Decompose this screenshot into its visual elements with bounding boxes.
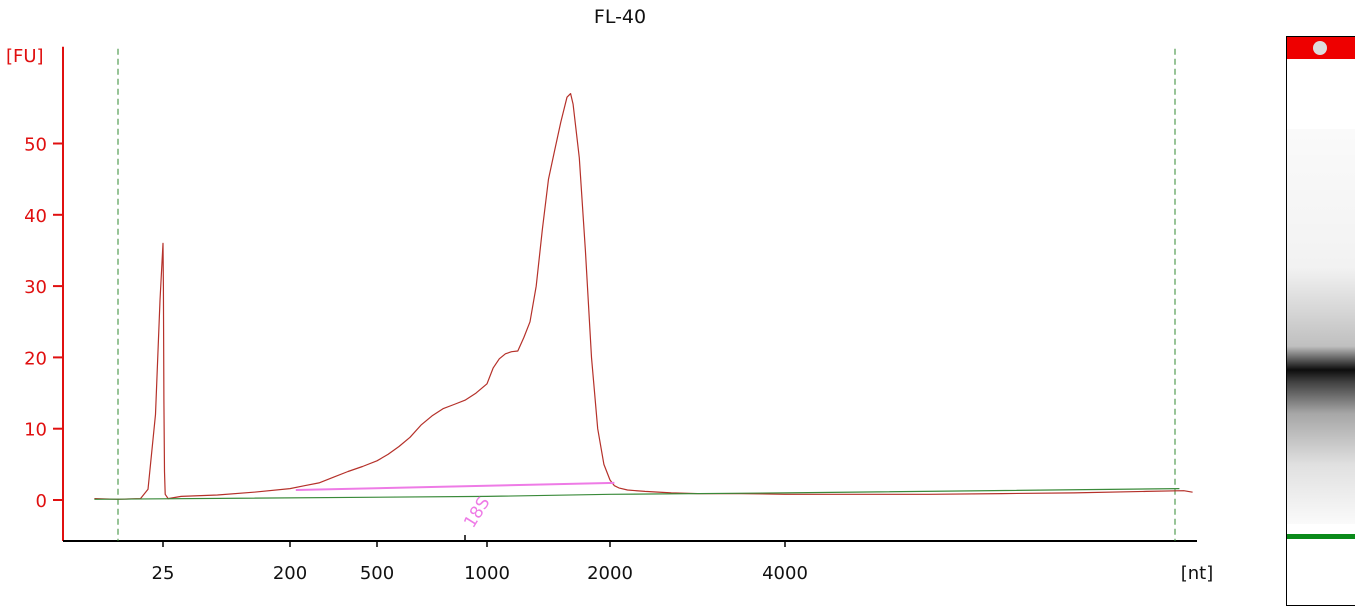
gel-lane bbox=[1286, 36, 1355, 606]
x-tick-label: 200 bbox=[273, 563, 307, 584]
series-electropherogram bbox=[94, 92, 1193, 500]
y-tick-label: 10 bbox=[24, 420, 47, 441]
chart-title: FL-40 bbox=[593, 6, 647, 28]
x-tick-label: 4000 bbox=[762, 563, 808, 584]
y-tick-label: 30 bbox=[24, 277, 47, 298]
annotation-label: 18S bbox=[460, 494, 494, 532]
gel-lower-marker-line bbox=[1287, 534, 1355, 539]
x-tick-label: 500 bbox=[360, 563, 394, 584]
x-tick-label: 25 bbox=[152, 563, 175, 584]
series-peak-region bbox=[295, 481, 615, 491]
y-tick-label: 40 bbox=[24, 206, 47, 227]
y-tick-label: 20 bbox=[24, 348, 47, 369]
y-axis-label: [FU] bbox=[6, 46, 44, 67]
gel-top-marker bbox=[1287, 37, 1355, 59]
x-axis-label: [nt] bbox=[1181, 563, 1214, 584]
y-tick-label: 0 bbox=[36, 491, 47, 512]
series-baseline bbox=[94, 488, 1180, 500]
data-lines: 18S bbox=[94, 48, 1193, 541]
y-tick-label: 50 bbox=[24, 135, 47, 156]
x-tick-label: 2000 bbox=[587, 563, 633, 584]
gel-marker-icon bbox=[1313, 41, 1327, 55]
x-tick-label: 1000 bbox=[464, 563, 510, 584]
axes: [FU] 0 10 20 30 40 50 25 200 500 1000 2000 4000 [nt] bbox=[6, 46, 1213, 584]
gel-smear bbox=[1287, 129, 1355, 524]
